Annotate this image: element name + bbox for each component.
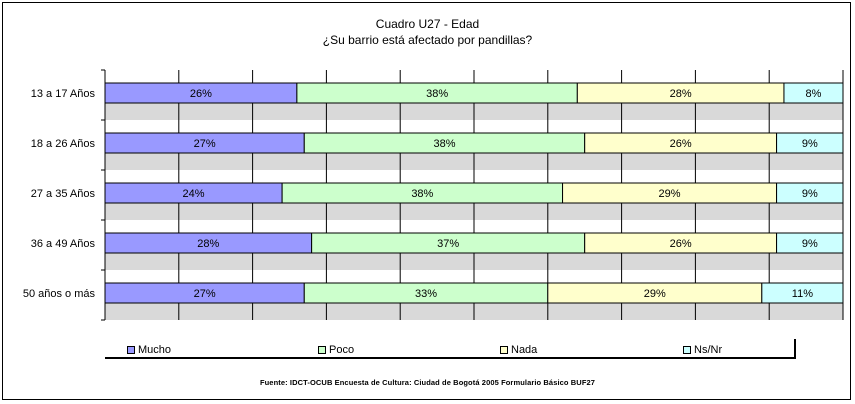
category-label: 50 años o más [23,288,96,300]
category-label: 18 a 26 Años [31,138,96,150]
bar-ns-nr [776,132,844,154]
chart-title: Cuadro U27 - Edad [375,17,480,31]
data-label: 11% [792,288,813,300]
data-label: 38% [426,88,448,100]
bar-ns-nr [761,282,844,304]
data-label: 27% [194,288,216,300]
legend-swatch [500,346,508,354]
data-label: 24% [183,188,205,200]
data-label: 9% [802,188,818,200]
legend-swatch [683,346,691,354]
data-label: 26% [670,238,692,250]
bar-ns-nr [783,82,844,104]
data-label: 9% [802,138,818,150]
category-label: 27 a 35 Años [31,188,96,200]
legend-swatch [127,346,135,354]
legend-label: Poco [329,344,355,356]
bar-ns-nr [776,232,844,254]
data-label: 27% [194,138,216,150]
source-note: Fuente: IDCT-OCUB Encuesta de Cultura: C… [259,378,596,387]
data-label: 38% [433,138,455,150]
chart-subtitle: ¿Su barrio está afectado por pandillas? [322,33,533,47]
data-label: 33% [415,288,437,300]
legend-box [105,339,796,359]
bar-ns-nr [776,182,844,204]
legend-item: Nada [500,344,537,356]
data-label: 26% [190,88,212,100]
legend-label: Nada [511,344,538,356]
legend-item: Ns/Nr [683,344,722,356]
category-label: 36 a 49 Años [31,238,96,250]
data-label: 28% [197,238,219,250]
data-label: 9% [802,238,818,250]
legend-item: Poco [318,344,354,356]
data-label: 26% [670,138,692,150]
legend-item: Mucho [127,344,171,356]
data-label: 29% [644,288,666,300]
data-label: 38% [411,188,433,200]
data-label: 28% [670,88,692,100]
legend-swatch [318,346,326,354]
legend-label: Ns/Nr [694,344,723,356]
category-label: 13 a 17 Años [31,88,96,100]
data-label: 29% [659,188,681,200]
data-label: 8% [806,88,822,100]
data-label: 37% [437,238,459,250]
legend-label: Mucho [138,344,172,356]
